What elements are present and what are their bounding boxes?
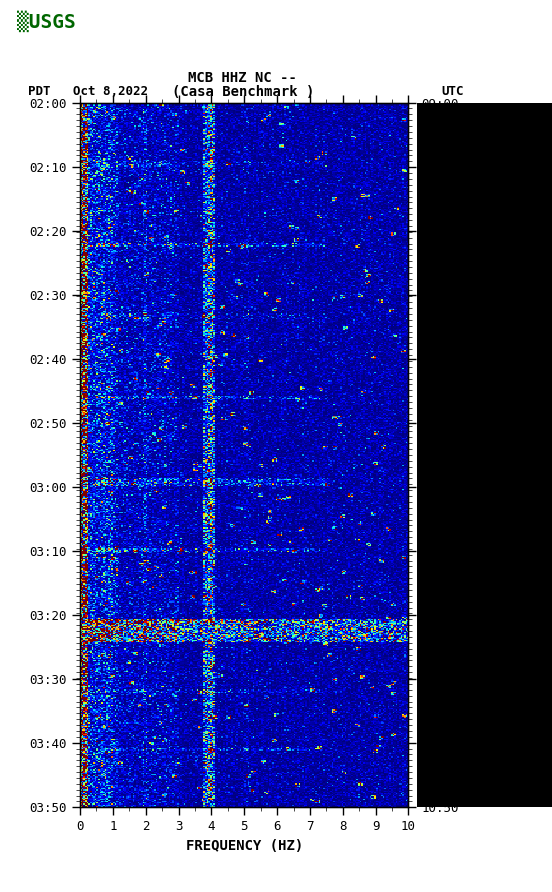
Text: MCB HHZ NC --: MCB HHZ NC -- — [188, 71, 298, 86]
Text: (Casa Benchmark ): (Casa Benchmark ) — [172, 85, 314, 99]
Text: UTC: UTC — [442, 86, 464, 98]
Text: ▒USGS: ▒USGS — [17, 11, 75, 32]
Text: PDT   Oct 8,2022: PDT Oct 8,2022 — [28, 86, 147, 98]
X-axis label: FREQUENCY (HZ): FREQUENCY (HZ) — [185, 839, 303, 853]
